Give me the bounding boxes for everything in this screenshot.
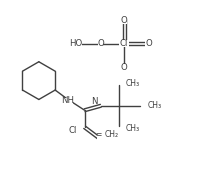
FancyBboxPatch shape [142,103,153,109]
Text: O: O [146,39,153,48]
FancyBboxPatch shape [97,135,106,141]
FancyBboxPatch shape [92,98,97,104]
Text: CH₃: CH₃ [126,124,140,133]
Text: N: N [91,97,98,106]
Text: CH₃: CH₃ [148,101,162,110]
FancyBboxPatch shape [63,98,72,104]
FancyBboxPatch shape [145,40,150,47]
Text: HO: HO [69,39,82,48]
FancyBboxPatch shape [98,40,104,47]
Text: NH: NH [61,96,74,105]
Text: CH₃: CH₃ [126,79,140,88]
FancyBboxPatch shape [119,40,129,47]
Text: O: O [97,39,104,48]
Text: Cl: Cl [69,126,77,135]
Text: Cl: Cl [120,39,128,48]
FancyBboxPatch shape [69,127,77,133]
Text: CH₂: CH₂ [105,130,119,139]
Text: O: O [121,63,128,72]
FancyBboxPatch shape [71,40,82,47]
FancyBboxPatch shape [121,17,127,24]
Text: =: = [95,130,102,139]
FancyBboxPatch shape [121,64,127,71]
Text: O: O [121,16,128,25]
FancyBboxPatch shape [121,125,131,131]
FancyBboxPatch shape [121,80,131,86]
